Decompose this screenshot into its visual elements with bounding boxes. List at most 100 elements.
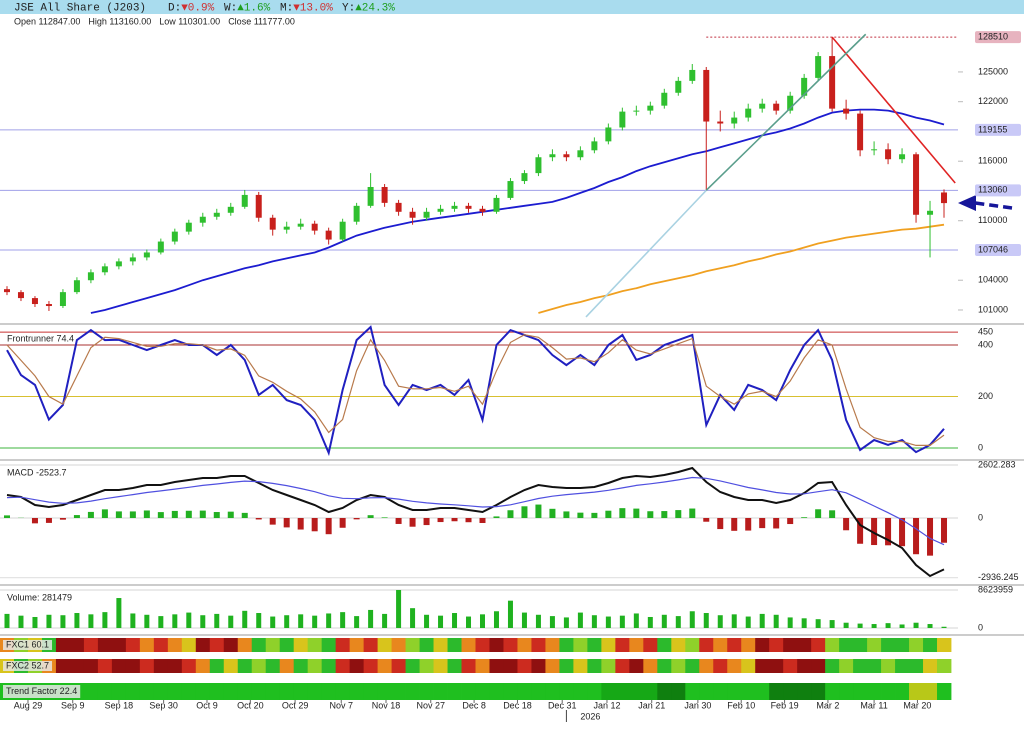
candle-body <box>619 111 626 128</box>
volume-bar <box>549 616 555 629</box>
heat-cell <box>853 683 868 700</box>
candle-body <box>577 150 584 158</box>
histogram-bar <box>325 518 332 535</box>
heat-cell <box>797 683 812 700</box>
candle-body <box>269 217 276 230</box>
candle-body <box>115 261 122 267</box>
histogram-bar <box>675 510 682 519</box>
heat-cell <box>923 638 938 652</box>
heat-cell <box>783 638 798 652</box>
heat-cell <box>545 683 560 700</box>
x-tick-label: Nov 18 <box>372 700 401 710</box>
heat-cell <box>321 638 337 652</box>
histogram-bar <box>577 512 584 519</box>
heat-cell <box>377 659 392 673</box>
level-label-box <box>975 184 1021 197</box>
candle-body <box>185 222 192 232</box>
volume-bar <box>410 608 416 629</box>
histogram-bar <box>423 518 430 526</box>
heat-cell <box>489 659 504 673</box>
heat-cell <box>825 659 840 673</box>
ohlc-label: High 113160.00 <box>88 16 151 26</box>
histogram-bar <box>157 512 164 519</box>
x-tick-label: Nov 27 <box>416 700 445 710</box>
heat-cell <box>419 638 434 652</box>
volume-bar <box>843 622 849 629</box>
candle-body <box>171 231 178 242</box>
heat-cell <box>797 659 812 673</box>
volume-bar <box>871 624 877 629</box>
panel-title: Volume: 281479 <box>7 592 72 602</box>
histogram-bar <box>717 518 724 530</box>
histogram-bar <box>619 508 626 519</box>
candle-body <box>801 77 808 96</box>
heat-cell <box>209 683 225 700</box>
heat-cell <box>237 683 253 700</box>
x-tick-label: Sep 18 <box>105 700 134 710</box>
heat-cell <box>97 659 113 673</box>
heat-cell <box>237 659 253 673</box>
y-tick-label: 110000 <box>978 215 1007 225</box>
heat-cell <box>811 638 826 652</box>
x-tick-label: Dec 31 <box>548 700 577 710</box>
volume-bar <box>857 623 863 629</box>
histogram-bar <box>59 518 66 520</box>
x-tick-label: Mar 20 <box>903 700 931 710</box>
candle-body <box>31 298 38 305</box>
level-label-box <box>975 244 1021 257</box>
heat-cell <box>335 659 351 673</box>
volume-bar <box>941 626 947 629</box>
candle-body <box>409 211 416 218</box>
heat-cell <box>433 683 448 700</box>
volume-bar <box>703 613 709 629</box>
heat-cell <box>895 638 910 652</box>
heat-cell <box>615 659 630 673</box>
heat-cell <box>391 659 406 673</box>
heat-cell <box>503 683 518 700</box>
heat-cell <box>223 638 239 652</box>
candle-body <box>717 121 724 124</box>
x-tick-label: Sep 9 <box>61 700 85 710</box>
volume-bar <box>158 616 164 629</box>
heat-cell <box>349 659 365 673</box>
heat-cell <box>391 683 406 700</box>
volume-bar <box>927 624 933 629</box>
heat-cell <box>321 659 337 673</box>
candle-body <box>507 181 514 198</box>
histogram-bar <box>227 511 234 519</box>
volume-bar <box>298 614 304 629</box>
candle-body <box>759 103 766 109</box>
candle-body <box>899 154 906 160</box>
heat-cell <box>643 659 658 673</box>
volume-bar <box>368 609 374 629</box>
candle-body <box>913 154 920 215</box>
candle-body <box>3 289 10 293</box>
heat-cell <box>83 683 99 700</box>
heat-cell <box>531 683 546 700</box>
heat-cell <box>265 659 281 673</box>
y-tick-label: 450 <box>978 326 993 336</box>
heat-cell <box>209 659 225 673</box>
heat-cell <box>797 638 812 652</box>
panel-title: Frontrunner 74.4 <box>7 333 74 343</box>
heat-cell <box>601 638 616 652</box>
candle-body <box>787 95 794 111</box>
heat-cell <box>699 659 714 673</box>
heat-cell <box>517 659 532 673</box>
volume-bar <box>619 615 625 629</box>
candle-body <box>465 205 472 209</box>
heat-cell <box>769 683 784 700</box>
heat-cell <box>825 683 840 700</box>
candle-body <box>703 69 710 122</box>
heat-cell <box>839 638 854 652</box>
volume-bar <box>452 613 458 629</box>
volume-bar <box>424 614 430 629</box>
heat-cell <box>685 638 700 652</box>
volume-bar <box>438 615 444 629</box>
heat-cell <box>293 683 309 700</box>
histogram-bar <box>395 518 402 524</box>
candle-body <box>241 194 248 207</box>
histogram-bar <box>353 518 360 520</box>
histogram-bar <box>297 518 304 530</box>
heat-cell <box>587 659 602 673</box>
